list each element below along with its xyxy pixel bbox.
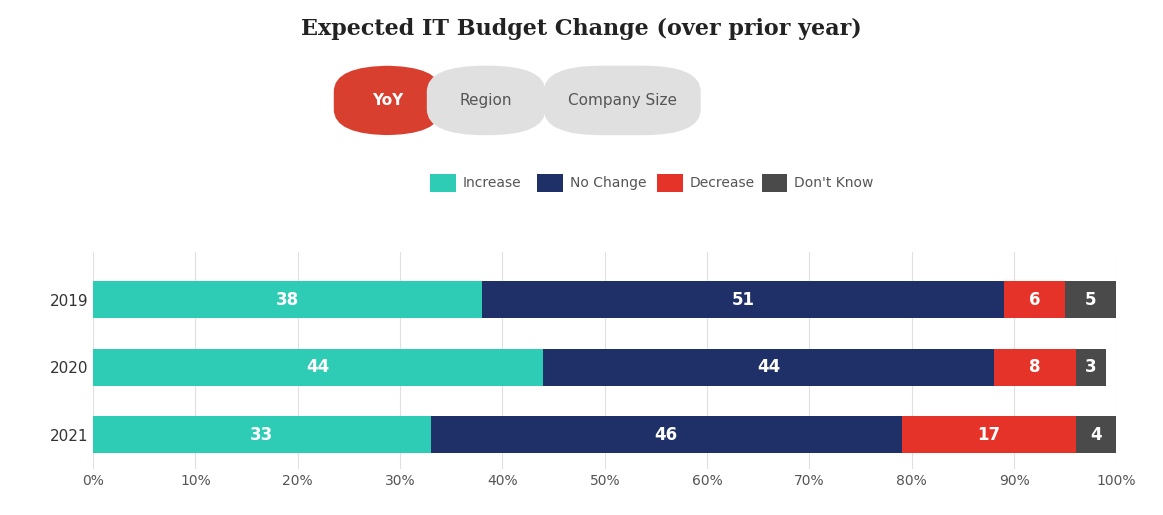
Text: 4: 4 <box>1090 426 1101 444</box>
Bar <box>93 281 481 318</box>
Text: 17: 17 <box>977 426 1000 444</box>
FancyBboxPatch shape <box>430 174 456 192</box>
Bar <box>1076 349 1106 386</box>
FancyBboxPatch shape <box>543 65 701 135</box>
Text: Decrease: Decrease <box>690 176 755 190</box>
Text: 46: 46 <box>655 426 678 444</box>
Text: Don't Know: Don't Know <box>794 176 873 190</box>
Text: 44: 44 <box>757 358 780 376</box>
FancyBboxPatch shape <box>334 65 441 135</box>
Bar <box>93 349 543 386</box>
FancyBboxPatch shape <box>427 65 545 135</box>
Text: YoY: YoY <box>372 93 402 108</box>
Text: 6: 6 <box>1029 290 1041 308</box>
FancyBboxPatch shape <box>537 174 563 192</box>
Bar <box>430 416 901 453</box>
FancyBboxPatch shape <box>762 174 787 192</box>
Text: Expected IT Budget Change (over prior year): Expected IT Budget Change (over prior ye… <box>301 18 862 40</box>
Text: Increase: Increase <box>463 176 521 190</box>
Text: 44: 44 <box>307 358 330 376</box>
Text: 38: 38 <box>276 290 299 308</box>
Bar <box>901 416 1076 453</box>
Bar <box>543 349 993 386</box>
Bar <box>1076 416 1116 453</box>
FancyBboxPatch shape <box>657 174 683 192</box>
Bar <box>993 349 1076 386</box>
Bar <box>481 281 1004 318</box>
Text: 33: 33 <box>250 426 273 444</box>
Bar <box>1004 281 1065 318</box>
Text: 3: 3 <box>1085 358 1097 376</box>
Bar <box>93 416 430 453</box>
Text: 8: 8 <box>1029 358 1041 376</box>
Text: Region: Region <box>459 93 513 108</box>
Bar <box>1065 281 1116 318</box>
Text: Company Size: Company Size <box>568 93 677 108</box>
Text: 51: 51 <box>732 290 755 308</box>
Text: No Change: No Change <box>570 176 647 190</box>
Text: 5: 5 <box>1085 290 1097 308</box>
